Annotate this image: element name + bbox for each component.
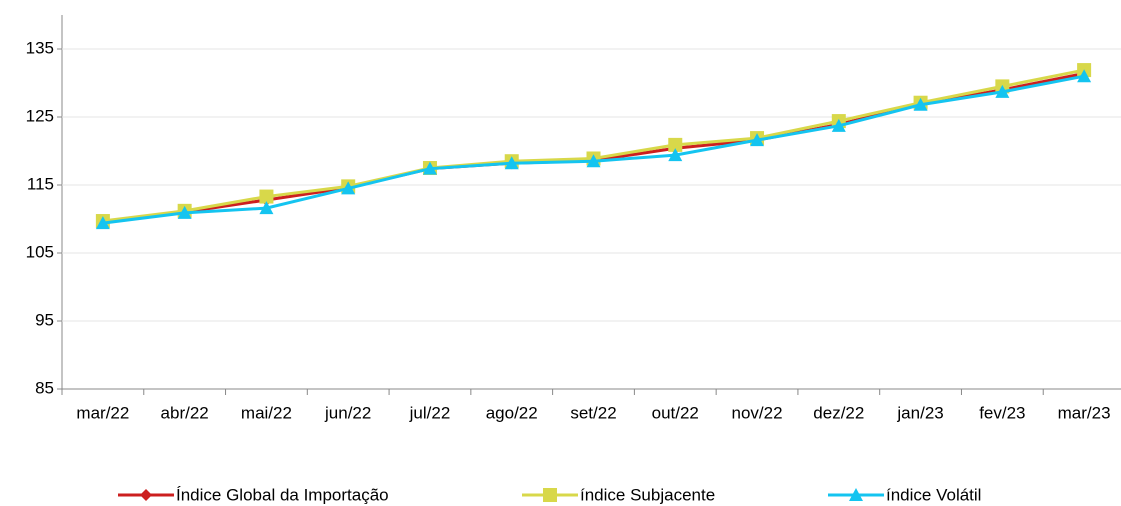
x-tick-label: mai/22 — [241, 403, 292, 422]
x-tick-label: mar/23 — [1058, 403, 1111, 422]
legend-label: índice Subjacente — [580, 485, 715, 504]
x-tick-label: ago/22 — [486, 403, 538, 422]
point-marker — [341, 181, 356, 195]
point-marker — [504, 156, 519, 170]
x-tick-label: dez/22 — [813, 403, 864, 422]
legend-label: índice Volátil — [886, 485, 981, 504]
point-marker — [586, 154, 601, 168]
x-tick-label: out/22 — [652, 403, 699, 422]
x-tick-label: mar/22 — [76, 403, 129, 422]
point-marker — [913, 97, 928, 111]
legend-marker — [849, 488, 863, 501]
legend-marker — [140, 489, 152, 501]
y-tick-label: 95 — [35, 310, 54, 329]
y-tick-label: 105 — [26, 242, 54, 261]
y-tick-label: 85 — [35, 378, 54, 397]
point-marker — [259, 201, 274, 215]
x-tick-label: set/22 — [570, 403, 616, 422]
point-marker — [177, 205, 192, 219]
x-tick-label: abr/22 — [161, 403, 209, 422]
series-line — [102, 68, 1085, 223]
x-tick-label: jul/22 — [409, 403, 451, 422]
point-marker — [259, 189, 274, 204]
x-tick-label: jan/23 — [896, 403, 943, 422]
point-marker — [831, 118, 846, 132]
point-marker — [668, 148, 683, 162]
legend-label: Índice Global da Importação — [176, 485, 389, 504]
point-marker — [995, 84, 1010, 98]
y-tick-label: 115 — [27, 174, 54, 193]
legend-marker — [543, 488, 557, 502]
y-tick-label: 125 — [26, 106, 54, 125]
point-marker — [422, 161, 437, 175]
point-marker — [750, 133, 765, 147]
x-tick-label: nov/22 — [732, 403, 783, 422]
x-tick-label: fev/23 — [979, 403, 1025, 422]
y-tick-label: 135 — [26, 38, 54, 57]
point-marker — [668, 137, 683, 152]
point-marker — [1077, 69, 1092, 83]
x-tick-label: jun/22 — [324, 403, 371, 422]
point-marker — [95, 216, 110, 230]
